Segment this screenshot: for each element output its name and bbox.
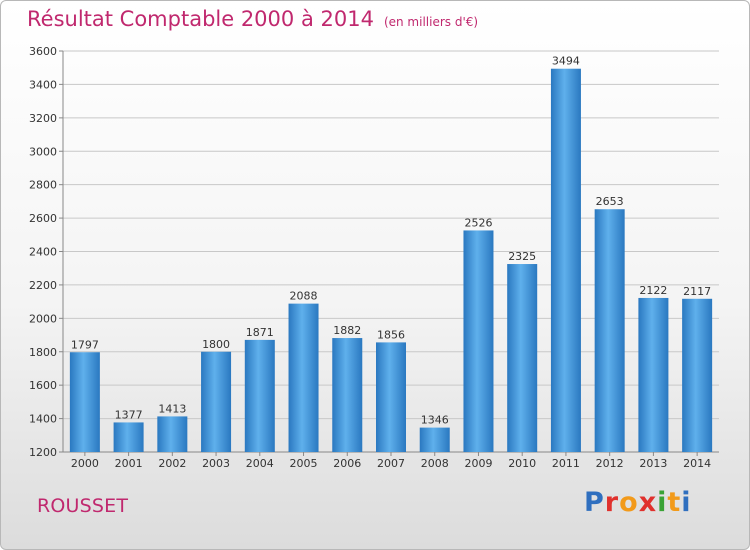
x-tick-label: 2007 (377, 457, 405, 470)
y-axis: 1200 1400 1600 1800 2000 2200 2400 2600 2800 3000… (29, 45, 719, 459)
value-label: 1377 (115, 408, 143, 421)
y-tick-label: 1800 (29, 346, 57, 359)
y-tick-label: 3200 (29, 112, 57, 125)
bar-2006 (332, 338, 363, 452)
x-tick-label: 2014 (683, 457, 711, 470)
value-label: 2088 (290, 290, 318, 303)
bar-2000 (69, 352, 100, 452)
y-tick-label: 1600 (29, 379, 57, 392)
x-tick-label: 2001 (115, 457, 143, 470)
y-tick-label: 2400 (29, 246, 57, 259)
x-tick-label: 2003 (202, 457, 230, 470)
y-tick-label: 1400 (29, 413, 57, 426)
value-label: 1797 (71, 338, 99, 351)
proxiti-logo: Proxiti (584, 487, 692, 518)
x-tick-label: 2004 (246, 457, 274, 470)
title-text: Résultat Comptable 2000 à 2014 (27, 7, 374, 31)
bar-2011 (550, 68, 581, 453)
value-label: 1800 (202, 338, 230, 351)
value-label: 1856 (377, 328, 405, 341)
bar-2012 (594, 209, 625, 452)
y-tick-label: 2200 (29, 279, 57, 292)
value-labels: 1797 1377 1413 1800 1871 2088 1882 1856 1346 2526… (71, 55, 711, 427)
bar-2009 (463, 230, 494, 452)
value-label: 1882 (333, 324, 361, 337)
y-tick-label: 1200 (29, 446, 57, 459)
x-tick-label: 2005 (290, 457, 318, 470)
value-label: 2526 (464, 216, 492, 229)
bar-2013 (638, 297, 669, 452)
bar-2004 (244, 339, 275, 452)
value-label: 2325 (508, 250, 536, 263)
chart-subtitle: (en milliers d'€) (383, 15, 479, 29)
y-tick-label: 3000 (29, 145, 57, 158)
x-tick-label: 2012 (596, 457, 624, 470)
x-tick-label: 2006 (333, 457, 361, 470)
value-label: 1346 (421, 414, 449, 427)
value-label: 1871 (246, 326, 274, 339)
x-tick-label: 2009 (464, 457, 492, 470)
y-tick-label: 3400 (29, 78, 57, 91)
y-tick-label: 3600 (29, 45, 57, 58)
y-tick-label: 2800 (29, 179, 57, 192)
x-axis-labels: 2000 2001 2002 2003 2004 2005 2006 2007 2008 2009… (71, 452, 711, 470)
bar-2010 (507, 264, 538, 452)
x-tick-label: 2010 (508, 457, 536, 470)
bar-2001 (113, 422, 144, 452)
value-label: 3494 (552, 55, 580, 68)
bar-2008 (419, 427, 450, 452)
x-tick-label: 2000 (71, 457, 99, 470)
x-tick-label: 2008 (421, 457, 449, 470)
bar-2007 (376, 342, 406, 452)
place-name: ROUSSET (37, 495, 129, 517)
x-tick-label: 2002 (158, 457, 186, 470)
value-label: 2122 (639, 284, 667, 297)
x-tick-label: 2011 (552, 457, 580, 470)
value-label: 2117 (683, 285, 711, 298)
value-label: 2653 (596, 195, 624, 208)
x-tick-label: 2013 (639, 457, 667, 470)
bar-2002 (157, 416, 188, 452)
bar-2014 (682, 298, 713, 452)
bars (69, 68, 713, 453)
y-tick-label: 2000 (29, 312, 57, 325)
chart-title: Résultat Comptable 2000 à 2014 (en millie… (27, 7, 478, 31)
bar-2003 (201, 351, 232, 452)
value-label: 1413 (158, 402, 186, 415)
y-tick-label: 2600 (29, 212, 57, 225)
bar-2005 (288, 303, 319, 452)
